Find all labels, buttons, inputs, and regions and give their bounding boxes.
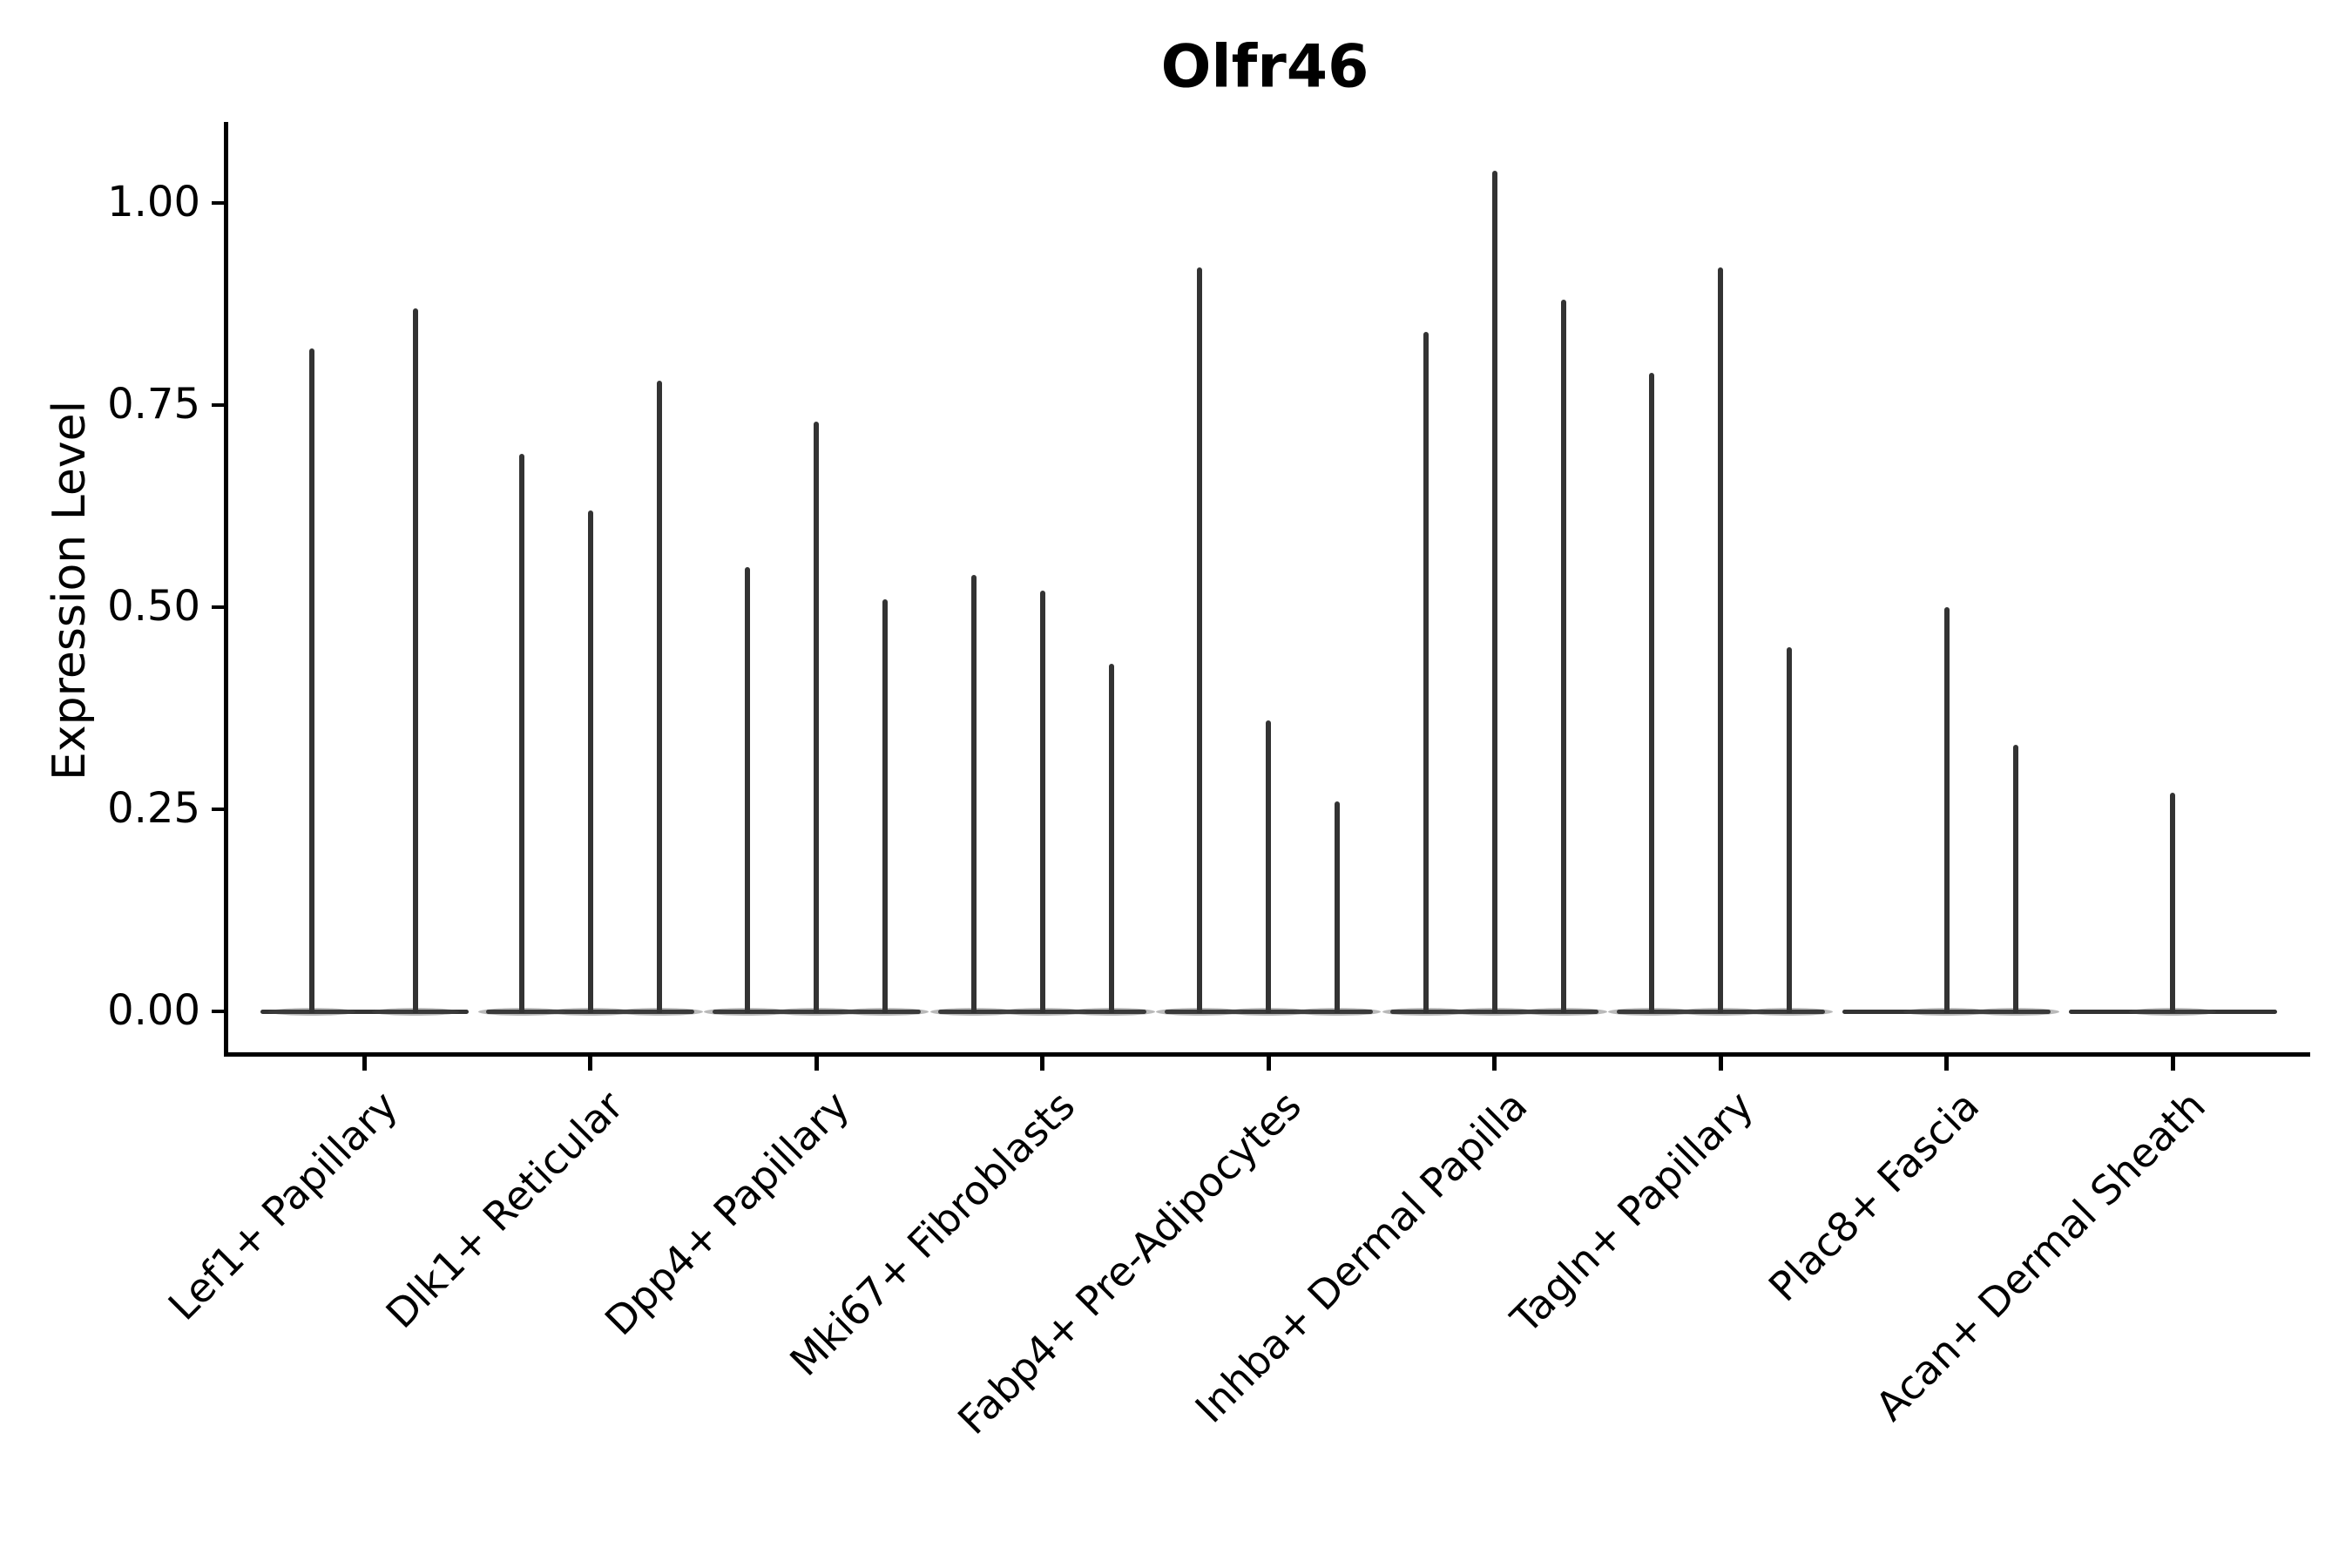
violin-spike — [1718, 267, 1723, 1013]
violin-spike — [1197, 267, 1202, 1013]
y-tick-label: 0.00 — [107, 985, 200, 1035]
violin-spike — [1335, 801, 1340, 1013]
y-tick-mark — [212, 808, 224, 811]
violin-spike — [882, 598, 888, 1013]
x-tick-label: Plac8+ Fascia — [1760, 1082, 1989, 1311]
violin-spike — [1266, 720, 1271, 1013]
y-tick-mark — [212, 403, 224, 407]
x-tick-mark — [2170, 1057, 2175, 1071]
x-tick-mark — [1944, 1057, 1949, 1071]
x-tick-label: Tagln+ Papillary — [1502, 1082, 1763, 1342]
y-tick-mark — [212, 605, 224, 609]
violin-spike — [1423, 332, 1429, 1013]
y-tick-mark — [212, 1010, 224, 1013]
x-tick-mark — [1040, 1057, 1044, 1071]
violin-spike — [814, 421, 819, 1013]
y-tick-label: 0.75 — [107, 379, 200, 429]
x-tick-mark — [362, 1057, 367, 1071]
axis-bottom-spine — [224, 1052, 2310, 1057]
y-tick-mark — [212, 201, 224, 205]
violin-spike — [1787, 647, 1792, 1013]
violin-spike — [1108, 663, 1114, 1013]
violin-spike — [2170, 793, 2175, 1013]
violin-spike — [1491, 170, 1497, 1013]
y-tick-label: 0.25 — [107, 783, 200, 833]
violin-spike — [745, 566, 750, 1013]
violin-spike — [587, 510, 593, 1013]
violin-spike — [656, 381, 662, 1013]
violin-spike — [1943, 607, 1950, 1013]
violin-spike — [309, 348, 314, 1013]
y-tick-label: 1.00 — [107, 177, 200, 226]
x-tick-mark — [1492, 1057, 1497, 1071]
y-tick-label: 0.50 — [107, 581, 200, 631]
violin-spike — [1649, 372, 1654, 1013]
x-tick-label: Dpp4+ Papillary — [595, 1082, 859, 1345]
violin-spike — [413, 308, 418, 1013]
x-tick-mark — [1266, 1057, 1271, 1071]
chart-title: Olfr46 — [1160, 32, 1369, 102]
violin-spike — [2012, 744, 2018, 1013]
violin-spike — [1039, 591, 1045, 1013]
x-tick-mark — [588, 1057, 592, 1071]
violin-spike — [1560, 300, 1566, 1013]
x-tick-label: Lef1+ Papillary — [159, 1082, 407, 1329]
x-tick-mark — [814, 1057, 819, 1071]
x-tick-label: Dlk1+ Reticular — [376, 1082, 632, 1338]
violin-baseline — [260, 1009, 469, 1014]
violin-spike — [518, 453, 524, 1013]
axis-left-spine — [224, 122, 228, 1057]
x-tick-mark — [1718, 1057, 1723, 1071]
violin-spike — [970, 574, 977, 1013]
